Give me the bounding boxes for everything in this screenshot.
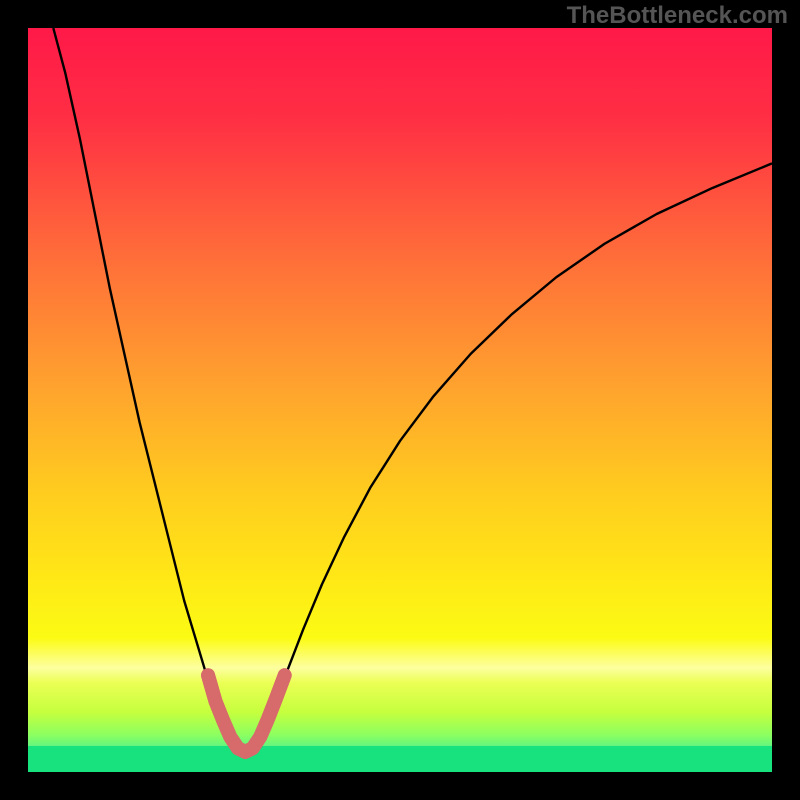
chart-container: TheBottleneck.com xyxy=(0,0,800,800)
watermark-text: TheBottleneck.com xyxy=(567,2,788,30)
plot-green-band xyxy=(28,746,772,772)
chart-svg xyxy=(0,0,800,800)
plot-background xyxy=(28,28,772,772)
